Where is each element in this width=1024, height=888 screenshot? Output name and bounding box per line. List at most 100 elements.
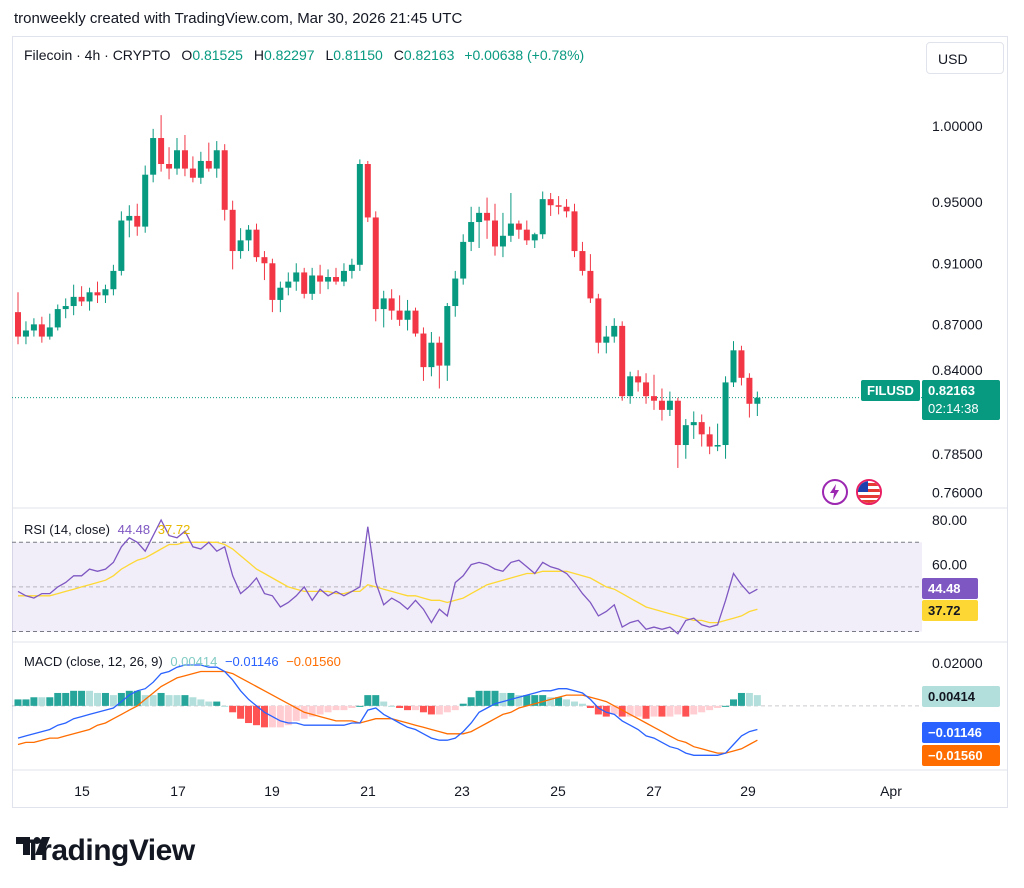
candle-up [277,287,284,300]
candle-down [166,164,173,169]
candle-down [15,312,21,337]
macd-histogram-bar [539,695,547,706]
candle-down [579,251,586,271]
candle-up [285,281,292,288]
rsi-value-tag: 44.48 [922,578,978,599]
price-axis-label: 1.00000 [932,118,983,134]
symbol-label[interactable]: Filecoin · 4h · CRYPTO [24,47,171,63]
low-value: 0.81150 [333,47,383,63]
macd-histogram-bar [459,703,467,706]
macd-histogram-bar [86,690,94,706]
macd-histogram-bar [634,705,642,717]
candle-up [293,272,300,282]
time-axis-label: 23 [454,783,470,799]
candle-up [126,215,133,221]
macd-histogram-bar [674,705,682,715]
price-axis-label: 0.84000 [932,362,983,378]
candle-up [309,275,316,294]
high-value: 0.82297 [263,47,315,63]
macd-line [17,664,758,756]
high-label: H [253,47,264,63]
candle-up [682,425,689,446]
macd-histogram-bar [690,705,698,715]
macd-histogram-bar [165,695,173,706]
macd-histogram-bar [451,705,459,711]
candle-down [205,160,212,169]
macd-histogram-bar [189,697,197,706]
macd-histogram-bar [467,697,475,706]
lightning-icon[interactable] [822,479,848,505]
symbol-price-tag[interactable]: FILUSD [861,380,920,401]
macd-histogram-bar [483,690,491,706]
price-axis-label: 0.76000 [932,484,983,500]
macd-histogram-bar [62,692,70,706]
rsi-ma-legend-value: 37.72 [157,522,191,537]
candle-up [70,296,77,307]
low-label: L [325,47,334,63]
last-price-tag[interactable]: 0.82163 02:14:38 [922,380,1000,420]
price-axis-label: 0.87000 [932,316,983,332]
macd-histogram-bar [292,705,300,721]
change-value: +0.00638 (+0.78%) [464,47,585,63]
macd-histogram-bar [22,699,30,706]
candle-up [754,397,761,404]
candle-up [174,150,180,169]
candle-up [46,327,53,337]
macd-histogram-bar [332,705,340,711]
us-flag-icon[interactable] [856,479,882,505]
macd-histogram-bar [666,705,674,717]
candle-up [476,212,483,223]
rsi-legend-value: 44.48 [117,522,151,537]
candle-up [340,270,347,282]
macd-histogram-bar [141,695,149,706]
macd-histogram-bar [30,697,38,706]
time-axis-label: 25 [550,783,566,799]
macd-histogram-bar [531,695,539,706]
candle-down [492,220,498,247]
ohlc-legend: Filecoin · 4h · CRYPTO O0.81525 H0.82297… [24,47,584,63]
tradingview-logo[interactable]: TradingView [16,834,195,868]
candle-up [356,164,363,265]
time-axis-label: 17 [170,783,186,799]
candle-up [603,336,610,343]
candle-up [86,292,93,302]
candle-down [651,396,657,401]
macd-histogram-bar [78,690,86,706]
currency-button[interactable]: USD [926,42,1004,74]
candle-down [738,350,745,378]
candle-up [460,241,467,279]
candle-up [714,445,721,447]
candle-down [619,325,626,397]
macd-histogram-bar [650,705,658,717]
candle-up [22,330,29,337]
macd-histogram-bar [94,692,101,706]
macd-histogram-bar [547,697,555,706]
candle-up [468,222,475,242]
rsi-title[interactable]: RSI (14, close) [24,522,110,537]
macd-histogram-bar [229,705,237,713]
candle-up [197,160,204,178]
rsi-line [17,518,758,635]
time-axis-label: 21 [360,783,376,799]
macd-histogram-bar [682,705,690,717]
candle-down [181,150,188,169]
rsi-ma-value-tag: 37.72 [922,600,978,621]
macd-histogram-bar [340,705,348,711]
rsi-axis-label: 60.00 [932,557,967,573]
macd-histogram-bar [284,705,292,726]
rsi-axis-label: 80.00 [932,512,967,528]
macd-histogram-bar [515,695,523,706]
candle-down [94,292,101,296]
macd-histogram-bar [730,699,737,706]
candle-down [158,138,165,164]
candle-up [213,150,220,169]
macd-title[interactable]: MACD (close, 12, 26, 9) [24,654,163,669]
macd-histogram-bar [38,697,46,706]
macd-histogram-bar [70,690,78,706]
candle-down [317,275,324,282]
candle-up [428,342,435,368]
macd-histogram-bar [348,705,356,708]
candle-down [364,164,371,218]
candle-down [229,209,236,252]
